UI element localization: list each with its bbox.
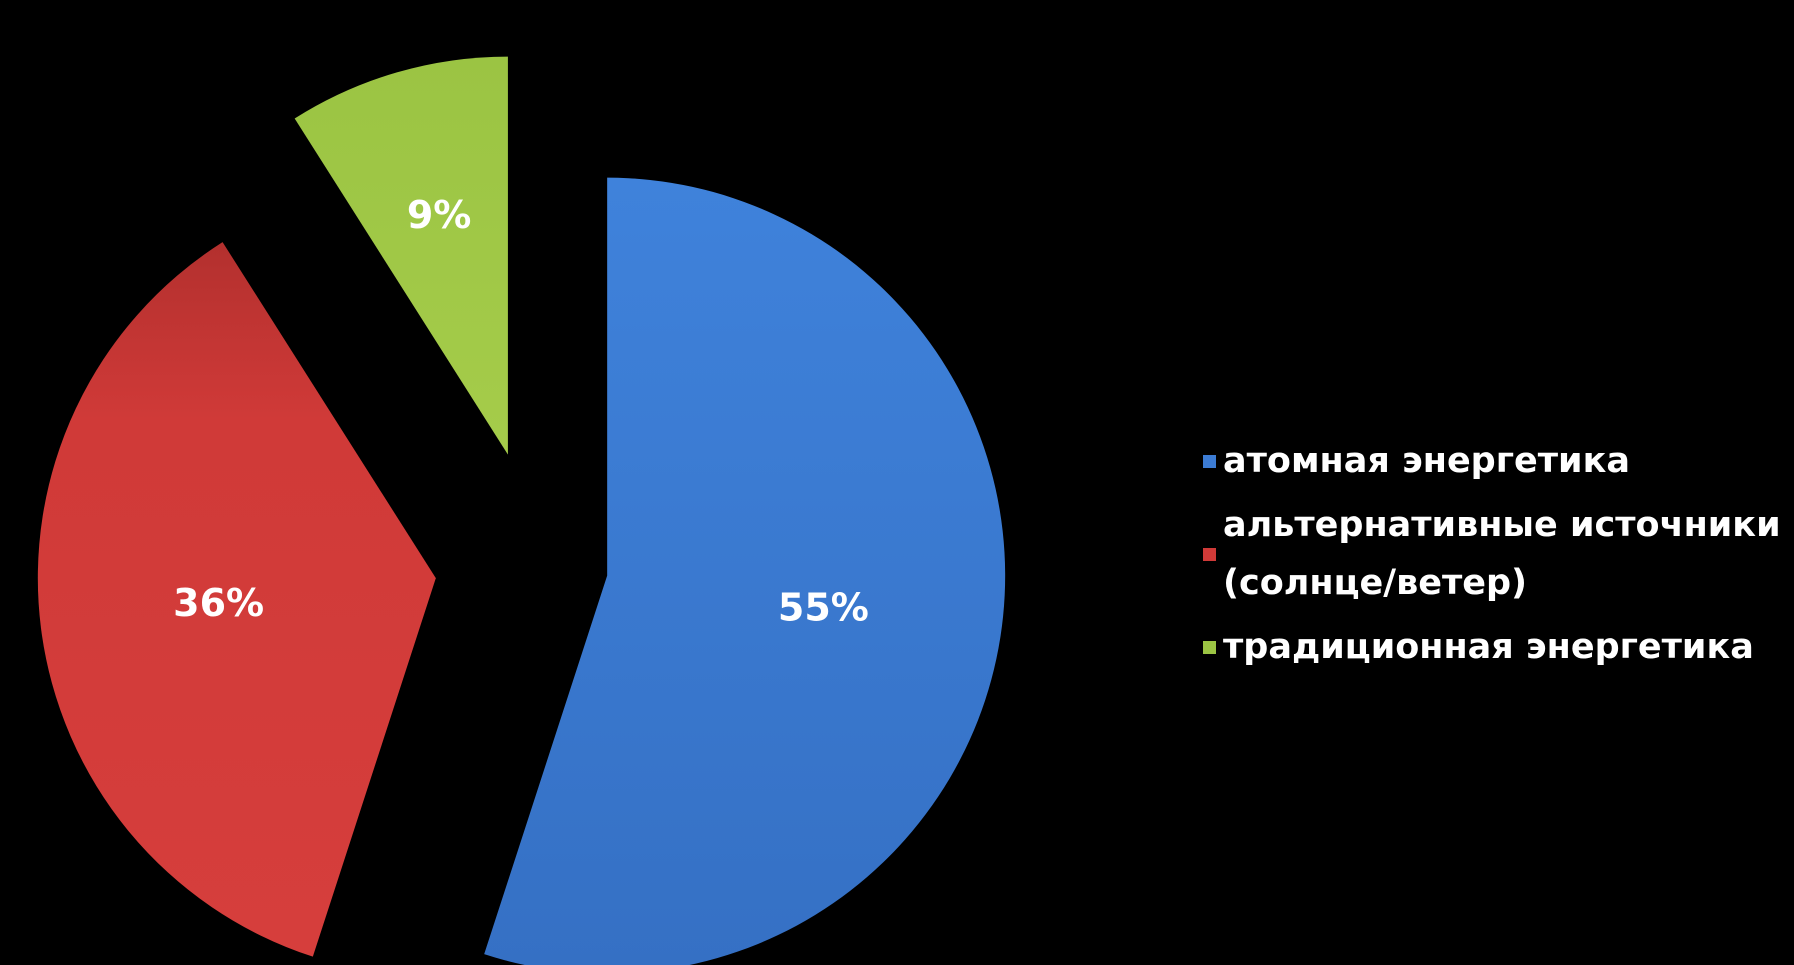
legend-swatch-traditional [1203,640,1216,654]
pie-slice-alternative [37,242,436,957]
pie-slice-traditional [294,56,508,455]
legend-label-alternative: альтернативные источники (солнце/ветер) [1223,505,1781,603]
legend-label-nuclear: атомная энергетика [1223,441,1630,481]
pie-slice-nuclear [484,177,1006,965]
legend-item-alternative: альтернативные источники (солнце/ветер) [1203,496,1793,612]
data-label-alternative: 36% [173,581,264,625]
legend-swatch-alternative [1203,547,1216,561]
data-label-nuclear: 55% [778,585,869,629]
legend-item-nuclear: атомная энергетика [1203,432,1793,490]
legend-label-traditional: традиционная энергетика [1223,627,1754,667]
legend-swatch-nuclear [1203,454,1216,468]
data-label-traditional: 9% [407,193,472,237]
legend-item-traditional: традиционная энергетика [1203,618,1793,676]
legend: атомная энергетика альтернативные источн… [1203,432,1793,682]
